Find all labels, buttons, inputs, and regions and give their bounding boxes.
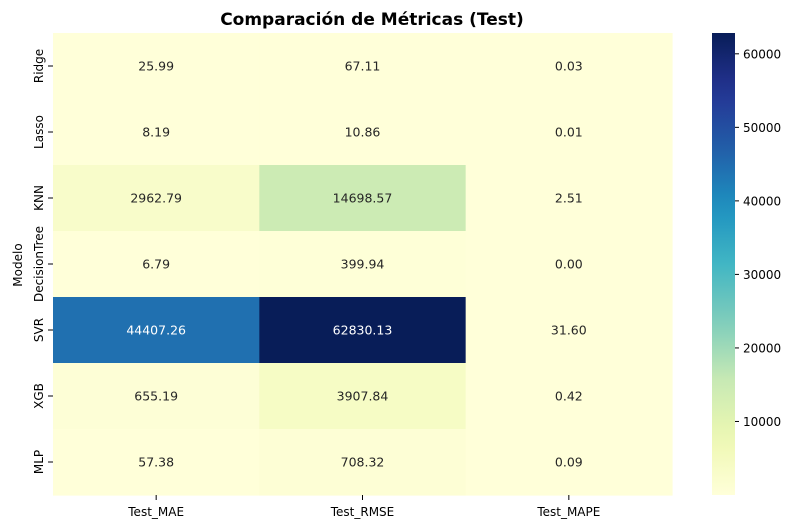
colorbar-tick-label: 60000 [743, 47, 781, 61]
heatmap-cell [465, 231, 673, 298]
heatmap-cells [53, 33, 673, 496]
y-axis-ticks: Ridge Lasso KNN DecisionTree SVR XGB MLP [32, 49, 53, 474]
y-axis-label: Modelo [11, 243, 25, 286]
heatmap-cell-value: 0.09 [555, 455, 583, 470]
colorbar-tick-label: 40000 [743, 194, 781, 208]
heatmap-cell [465, 33, 673, 100]
heatmap-cell-value: 67.11 [345, 59, 381, 74]
heatmap-cell [259, 231, 467, 298]
heatmap-cell-value: 0.03 [555, 59, 583, 74]
colorbar-tick-label: 30000 [743, 268, 781, 282]
heatmap-cell-value: 44407.26 [126, 323, 186, 338]
heatmap-cell-value: 8.19 [142, 125, 170, 140]
heatmap-cell-value: 2962.79 [130, 191, 182, 206]
heatmap-cell-value: 0.42 [555, 389, 583, 404]
heatmap-cell [465, 363, 673, 430]
heatmap-cell-value: 57.38 [138, 455, 174, 470]
heatmap-cell-value: 25.99 [138, 59, 174, 74]
y-tick-label: Ridge [32, 49, 46, 83]
heatmap-cell-value: 708.32 [341, 455, 385, 470]
y-tick-label: DecisionTree [32, 226, 46, 302]
x-tick-label: Test_RMSE [330, 505, 395, 519]
heatmap-cell [465, 165, 673, 232]
heatmap-cell [53, 99, 260, 166]
y-tick-label: Lasso [32, 115, 46, 149]
colorbar-tick-label: 10000 [743, 415, 781, 429]
x-tick-label: Test_MAE [127, 505, 184, 519]
colorbar-ticks: 10000 20000 30000 40000 50000 60000 [735, 47, 781, 429]
y-tick-label: XGB [32, 383, 46, 409]
heatmap-cell [53, 363, 260, 430]
heatmap-cell [259, 429, 467, 496]
x-tick-label: Test_MAPE [536, 505, 600, 519]
heatmap-cell-value: 6.79 [142, 257, 170, 272]
heatmap-cell-value: 0.00 [555, 257, 583, 272]
colorbar-gradient [712, 33, 735, 495]
y-tick-label: SVR [32, 318, 46, 342]
heatmap-cell [259, 297, 467, 364]
heatmap-cell-value: 3907.84 [337, 389, 389, 404]
heatmap-cell [53, 297, 260, 364]
heatmap-cell [465, 429, 673, 496]
colorbar: 10000 20000 30000 40000 50000 60000 [712, 33, 781, 495]
heatmap-cell-value: 14698.57 [333, 191, 393, 206]
colorbar-tick-label: 50000 [743, 121, 781, 135]
heatmap-cell [465, 99, 673, 166]
colorbar-tick-label: 20000 [743, 341, 781, 355]
x-axis-ticks: Test_MAE Test_RMSE Test_MAPE [127, 495, 600, 519]
y-tick-label: MLP [32, 450, 46, 474]
heatmap-cell-labels: 25.99 67.11 0.03 8.19 10.86 0.01 2962.79 14698.… [126, 59, 586, 470]
heatmap-cell-value: 0.01 [555, 125, 583, 140]
heatmap-cell-value: 399.94 [341, 257, 385, 272]
heatmap-cell [259, 33, 467, 100]
y-tick-label: KNN [32, 185, 46, 211]
heatmap-cell-value: 62830.13 [333, 323, 393, 338]
heatmap-cell-value: 10.86 [345, 125, 381, 140]
heatmap-cell [53, 33, 260, 100]
heatmap-cell [53, 231, 260, 298]
heatmap-cell [259, 99, 467, 166]
heatmap-cell-value: 2.51 [555, 191, 583, 206]
chart-title: Comparación de Métricas (Test) [220, 10, 524, 30]
heatmap-cell [53, 429, 260, 496]
heatmap-cell-value: 31.60 [551, 323, 587, 338]
heatmap-cell-value: 655.19 [134, 389, 178, 404]
heatmap-cell [259, 363, 467, 430]
heatmap-cell [53, 165, 260, 232]
heatmap-cell [465, 297, 673, 364]
heatmap-cell [259, 165, 467, 232]
